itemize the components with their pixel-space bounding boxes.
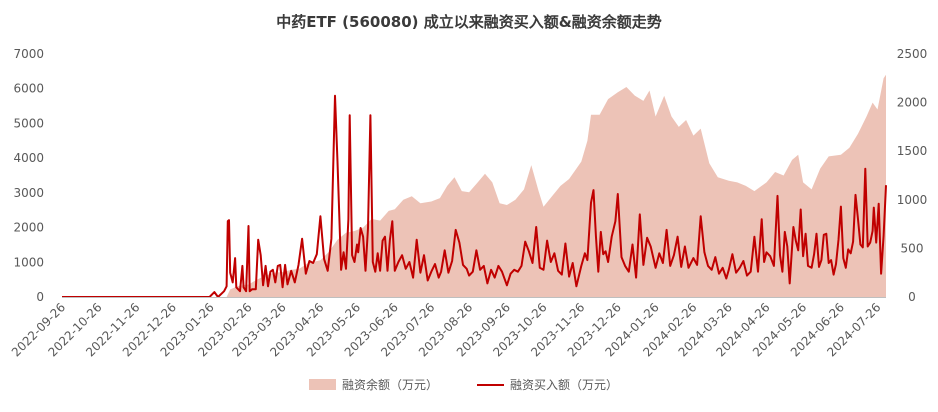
left-tick-label: 4000: [13, 151, 44, 165]
legend-swatch-area: [309, 379, 336, 390]
right-tick-label: 1500: [897, 144, 928, 158]
series-line-margin-buy: [62, 94, 887, 298]
plot-area: [62, 74, 887, 298]
left-tick-label: 5000: [13, 116, 44, 130]
left-tick-label: 7000: [13, 47, 44, 61]
left-axis-ticks: 0 1000 2000 3000 4000 5000 6000 7000: [13, 47, 44, 304]
x-axis-ticks: 2022-09-262022-10-262022-11-262022-12-26…: [9, 300, 884, 359]
right-axis-ticks: 0 500 1000 1500 2000 2500: [897, 47, 928, 304]
left-tick-label: 3000: [13, 186, 44, 200]
left-tick-label: 2000: [13, 221, 44, 235]
chart-title: 中药ETF (560080) 成立以来融资买入额&融资余额走势: [276, 13, 662, 31]
legend-label-line: 融资买入额（万元）: [510, 378, 618, 392]
legend-label-area: 融资余额（万元）: [342, 377, 438, 392]
legend: 融资余额（万元） 融资买入额（万元）: [309, 377, 618, 392]
right-tick-label: 500: [901, 241, 924, 255]
right-tick-label: 0: [908, 290, 916, 304]
series-area-margin-balance: [62, 74, 886, 297]
left-tick-label: 0: [36, 290, 44, 304]
right-tick-label: 2000: [897, 96, 928, 110]
left-tick-label: 6000: [13, 82, 44, 96]
right-tick-label: 2500: [897, 47, 928, 61]
left-tick-label: 1000: [13, 255, 44, 269]
right-tick-label: 1000: [897, 193, 928, 207]
